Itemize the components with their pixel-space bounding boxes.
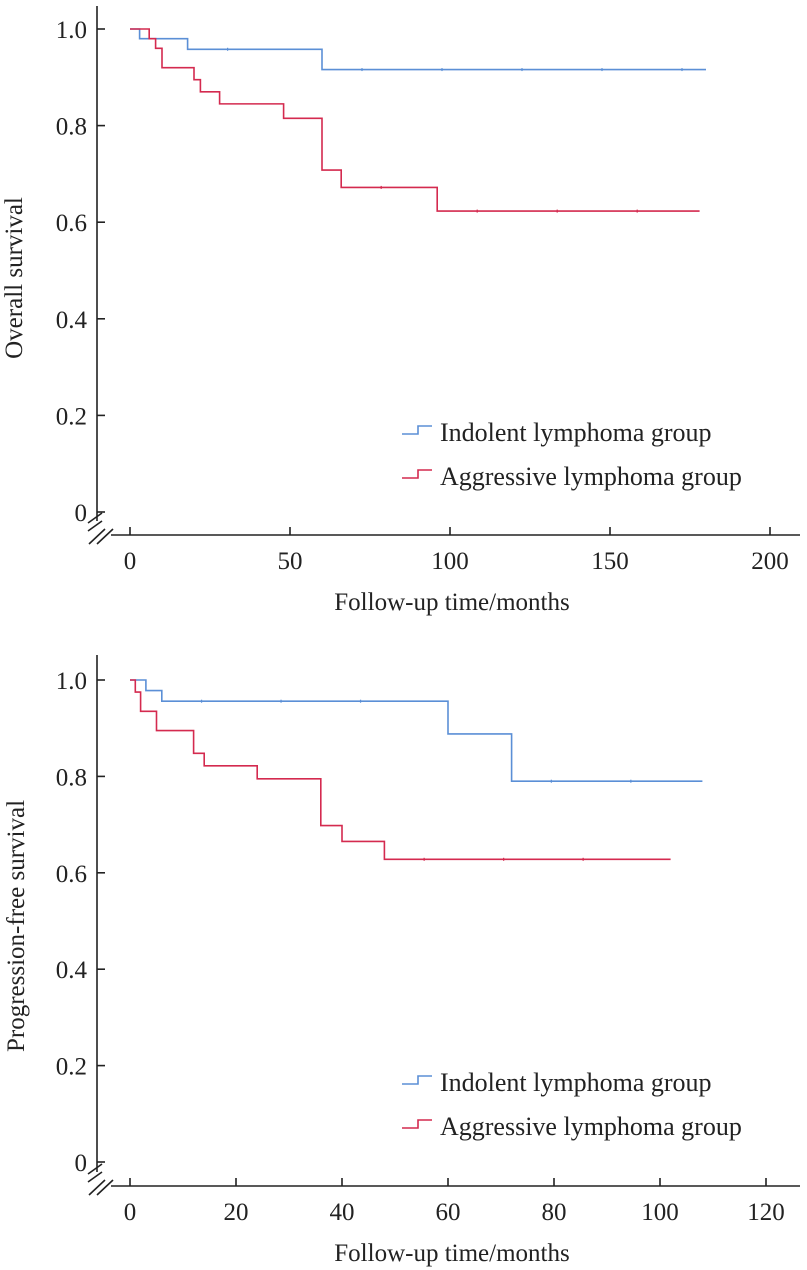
x-tick-label: 50 [278,548,303,575]
legend-swatch-aggressive [402,1119,432,1129]
survival-curve [130,28,700,212]
legend-label-indolent: Indolent lymphoma group [440,418,712,447]
survival-curve [130,28,706,71]
y-tick-label: 0.4 [56,307,88,334]
legend-item-indolent: Indolent lymphoma group [402,418,712,447]
x-tick-label: 100 [641,1199,679,1226]
x-tick-label: 0 [124,548,137,575]
legend-item-indolent: Indolent lymphoma group [402,1068,712,1097]
overall-survival-panel: 0 0.2 0.4 0.6 0.8 1.0 0 50 100 150 200 Overall sur… [1,6,800,616]
x-axis-title: Follow-up time/months [334,589,569,616]
x-tick-label: 60 [436,1199,461,1226]
x-tick-label: 20 [224,1199,249,1226]
legend-swatch-aggressive [402,469,432,479]
legend-label-aggressive: Aggressive lymphoma group [440,1112,742,1141]
legend-swatch-indolent [402,1075,432,1085]
axes: 0 0.2 0.4 0.6 0.8 1.0 0 50 100 150 200 [56,6,800,575]
y-axis-title: Overall survival [1,197,28,359]
y-tick-label: 0 [75,1150,88,1177]
legend: Indolent lymphoma group Aggressive lymph… [402,1068,742,1141]
y-axis-title: Progression-free survival [3,800,30,1052]
x-axis-title: Follow-up time/months [334,1240,569,1267]
y-tick-label: 0 [75,500,88,527]
x-tick-label: 200 [751,548,789,575]
x-tick-label: 120 [747,1199,785,1226]
y-tick-label: 0.8 [56,764,87,791]
x-tick-label: 0 [124,1199,137,1226]
legend-label-indolent: Indolent lymphoma group [440,1068,712,1097]
legend-item-aggressive: Aggressive lymphoma group [402,462,742,491]
x-tick-label: 150 [591,548,629,575]
axis-break-mark [87,1163,114,1196]
survival-curve [130,679,671,861]
y-tick-label: 0.2 [56,403,87,430]
legend: Indolent lymphoma group Aggressive lymph… [402,418,742,491]
x-tick-label: 80 [542,1199,567,1226]
series-aggressive [130,679,671,861]
legend-label-aggressive: Aggressive lymphoma group [440,462,742,491]
y-tick-label: 1.0 [56,17,87,44]
legend-swatch-indolent [402,425,432,435]
y-tick-label: 0.6 [56,861,87,888]
y-tick-label: 0.6 [56,210,87,237]
y-tick-label: 0.2 [56,1054,87,1081]
series-indolent [130,679,703,783]
progression-free-survival-panel: 0 0.2 0.4 0.6 0.8 1.0 0 20 40 60 80 100 120 Progress… [3,655,800,1267]
survival-curve [130,679,703,783]
x-tick-label: 40 [330,1199,355,1226]
series-indolent [130,28,706,72]
axes: 0 0.2 0.4 0.6 0.8 1.0 0 20 40 60 80 100 120 [56,655,800,1226]
y-tick-label: 0.8 [56,114,87,141]
x-tick-label: 100 [431,548,469,575]
legend-item-aggressive: Aggressive lymphoma group [402,1112,742,1141]
series-aggressive [130,28,700,213]
y-tick-label: 1.0 [56,668,87,695]
axis-break-mark [87,512,114,545]
y-tick-label: 0.4 [56,957,88,984]
